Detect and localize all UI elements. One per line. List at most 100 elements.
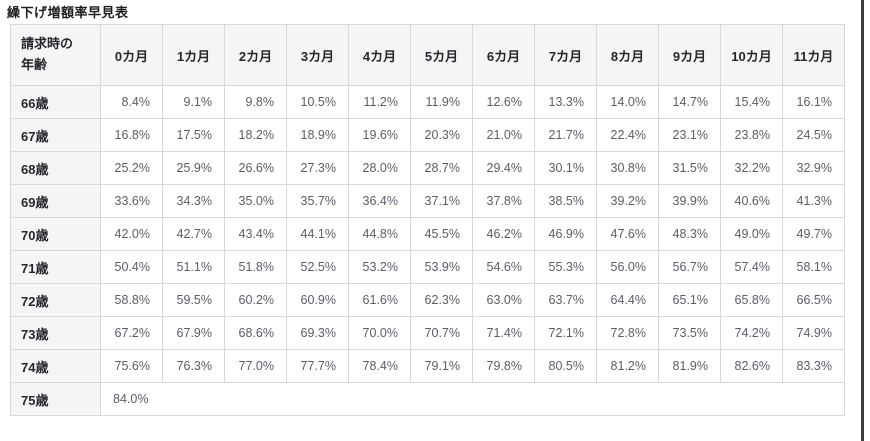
rate-cell: 60.2% — [224, 283, 287, 317]
rate-cell: 21.7% — [534, 118, 597, 152]
table-row: 72歳 58.8% 59.5% 60.2% 60.9% 61.6% 62.3% 63.0% 63… — [10, 283, 845, 317]
rate-cell: 57.4% — [720, 250, 783, 284]
month-column-header: 7カ月 — [534, 24, 597, 86]
rate-cell: 15.4% — [720, 85, 783, 119]
age-row-header: 70歳 — [10, 217, 101, 251]
rate-cell: 58.8% — [100, 283, 163, 317]
month-column-header: 5カ月 — [410, 24, 473, 86]
rate-cell: 18.2% — [224, 118, 287, 152]
rate-cell: 23.1% — [658, 118, 721, 152]
rate-cell: 44.1% — [286, 217, 349, 251]
rate-cell: 48.3% — [658, 217, 721, 251]
deferral-increase-rate-table: 請求時の 年齢 0カ月 1カ月 2カ月 3カ月 4カ月 5カ月 6カ月 7カ月 8カ月 9カ月 10カ月… — [10, 24, 845, 416]
age-row-header: 72歳 — [10, 283, 101, 317]
rate-cell: 30.8% — [596, 151, 659, 185]
rate-cell: 12.6% — [472, 85, 535, 119]
rate-cell: 35.0% — [224, 184, 287, 218]
rate-cell: 51.8% — [224, 250, 287, 284]
table-row: 73歳 67.2% 67.9% 68.6% 69.3% 70.0% 70.7% 71.4% 72… — [10, 316, 845, 350]
rate-cell: 21.0% — [472, 118, 535, 152]
rate-cell: 28.0% — [348, 151, 411, 185]
rate-cell: 58.1% — [782, 250, 845, 284]
rate-cell: 10.5% — [286, 85, 349, 119]
rate-cell: 71.4% — [472, 316, 535, 350]
rate-cell: 59.5% — [162, 283, 225, 317]
rate-cell: 38.5% — [534, 184, 597, 218]
rate-cell: 33.6% — [100, 184, 163, 218]
age-row-header: 68歳 — [10, 151, 101, 185]
rate-cell: 73.5% — [658, 316, 721, 350]
rate-cell: 9.1% — [162, 85, 225, 119]
rate-cell: 61.6% — [348, 283, 411, 317]
table-row: 71歳 50.4% 51.1% 51.8% 52.5% 53.2% 53.9% 54.6% 55… — [10, 250, 845, 284]
right-edge-border — [861, 0, 864, 441]
rate-cell: 37.1% — [410, 184, 473, 218]
corner-header-claim-age: 請求時の 年齢 — [10, 24, 101, 86]
table-row: 67歳 16.8% 17.5% 18.2% 18.9% 19.6% 20.3% 21.0% 21… — [10, 118, 845, 152]
rate-cell: 37.8% — [472, 184, 535, 218]
month-column-header: 1カ月 — [162, 24, 225, 86]
rate-cell: 55.3% — [534, 250, 597, 284]
month-column-header: 8カ月 — [596, 24, 659, 86]
rate-cell: 17.5% — [162, 118, 225, 152]
rate-cell: 49.0% — [720, 217, 783, 251]
rate-cell: 14.0% — [596, 85, 659, 119]
rate-cell: 70.7% — [410, 316, 473, 350]
rate-cell: 56.7% — [658, 250, 721, 284]
rate-cell: 22.4% — [596, 118, 659, 152]
page-title: 繰下げ増額率早見表 — [7, 5, 129, 20]
rate-cell: 41.3% — [782, 184, 845, 218]
table-row: 75歳 84.0% — [10, 382, 845, 416]
rate-cell: 18.9% — [286, 118, 349, 152]
rate-cell: 20.3% — [410, 118, 473, 152]
rate-cell: 42.7% — [162, 217, 225, 251]
rate-cell: 77.0% — [224, 349, 287, 383]
rate-cell: 63.7% — [534, 283, 597, 317]
age-row-header: 74歳 — [10, 349, 101, 383]
rate-cell: 81.9% — [658, 349, 721, 383]
rate-cell: 54.6% — [472, 250, 535, 284]
rate-cell: 76.3% — [162, 349, 225, 383]
rate-cell: 47.6% — [596, 217, 659, 251]
rate-cell: 45.5% — [410, 217, 473, 251]
rate-cell: 32.9% — [782, 151, 845, 185]
rate-cell: 53.2% — [348, 250, 411, 284]
rate-cell: 29.4% — [472, 151, 535, 185]
rate-cell: 74.2% — [720, 316, 783, 350]
rate-cell: 64.4% — [596, 283, 659, 317]
corner-header-line: 請求時の — [21, 36, 74, 52]
rate-cell: 80.5% — [534, 349, 597, 383]
age-row-header: 73歳 — [10, 316, 101, 350]
rate-cell: 19.6% — [348, 118, 411, 152]
rate-cell: 81.2% — [596, 349, 659, 383]
rate-cell: 39.9% — [658, 184, 721, 218]
table-header-row: 請求時の 年齢 0カ月 1カ月 2カ月 3カ月 4カ月 5カ月 6カ月 7カ月 8カ月 9カ月 10カ月… — [10, 24, 845, 86]
rate-cell: 16.1% — [782, 85, 845, 119]
age-row-header: 67歳 — [10, 118, 101, 152]
rate-cell: 46.2% — [472, 217, 535, 251]
rate-cell: 13.3% — [534, 85, 597, 119]
rate-cell: 68.6% — [224, 316, 287, 350]
table-row: 66歳 8.4% 9.1% 9.8% 10.5% 11.2% 11.9% 12.6% 13.3%… — [10, 85, 845, 119]
rate-cell: 67.2% — [100, 316, 163, 350]
age-row-header: 69歳 — [10, 184, 101, 218]
rate-cell: 35.7% — [286, 184, 349, 218]
rate-cell: 8.4% — [100, 85, 163, 119]
table-row: 69歳 33.6% 34.3% 35.0% 35.7% 36.4% 37.1% 37.8% 38… — [10, 184, 845, 218]
rate-cell: 11.9% — [410, 85, 473, 119]
table-row: 70歳 42.0% 42.7% 43.4% 44.1% 44.8% 45.5% 46.2% 46… — [10, 217, 845, 251]
rate-cell: 84.0% — [100, 382, 845, 416]
age-row-header: 66歳 — [10, 85, 101, 119]
rate-cell: 24.5% — [782, 118, 845, 152]
rate-cell: 36.4% — [348, 184, 411, 218]
rate-cell: 75.6% — [100, 349, 163, 383]
rate-cell: 25.9% — [162, 151, 225, 185]
rate-cell: 42.0% — [100, 217, 163, 251]
rate-cell: 79.1% — [410, 349, 473, 383]
rate-cell: 79.8% — [472, 349, 535, 383]
header-row: 請求時の 年齢 0カ月 1カ月 2カ月 3カ月 4カ月 5カ月 6カ月 7カ月 8カ月 9カ月 10カ月… — [10, 24, 845, 86]
rate-cell: 44.8% — [348, 217, 411, 251]
rate-cell: 16.8% — [100, 118, 163, 152]
month-column-header: 6カ月 — [472, 24, 535, 86]
